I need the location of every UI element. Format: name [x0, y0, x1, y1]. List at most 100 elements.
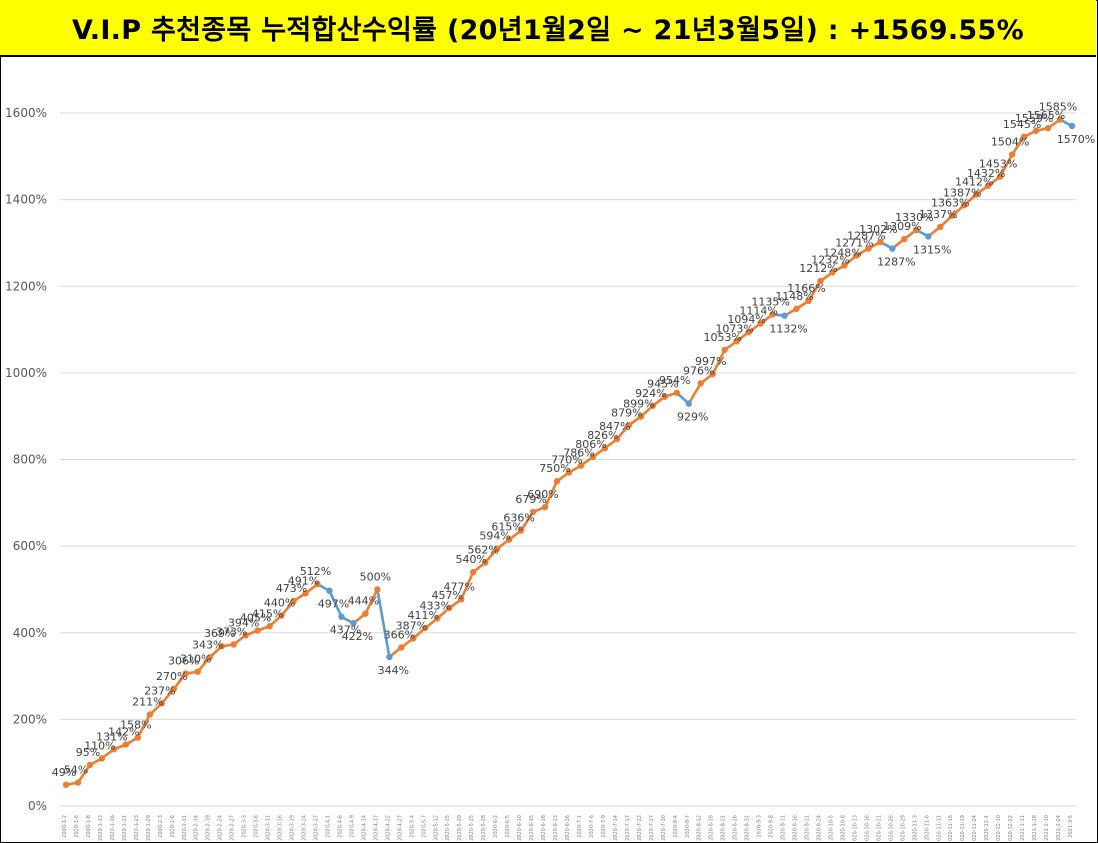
x-tick-label: 2020-11-3	[912, 815, 918, 841]
x-tick-label: 2020-10-26	[888, 815, 894, 841]
x-tick-label: 2020-9-16	[793, 815, 799, 841]
line-segment	[364, 588, 379, 615]
data-label: 945%	[647, 378, 678, 391]
data-label: 1212%	[799, 262, 837, 275]
data-point	[697, 380, 704, 387]
line-segment	[1010, 135, 1026, 156]
data-label: 1309%	[883, 220, 921, 233]
data-label: 369%	[204, 627, 235, 640]
x-tick-label: 2020-8-21	[721, 815, 727, 841]
data-label: 1453%	[979, 158, 1017, 171]
x-tick-label: 2020-11-11	[936, 815, 942, 841]
x-tick-label: 2020-2-19	[206, 815, 212, 841]
data-label: 847%	[599, 420, 630, 433]
data-point	[769, 311, 776, 318]
x-tick-label: 2020-8-31	[745, 815, 751, 841]
line-segment	[459, 570, 475, 601]
data-point	[685, 400, 692, 407]
data-point	[925, 233, 932, 240]
x-tick-label: 2020-11-19	[960, 815, 966, 841]
data-label: 1073%	[715, 322, 753, 335]
x-tick-label: 2020-1-13	[98, 815, 104, 841]
data-label: 1559%	[1015, 112, 1053, 125]
data-point	[996, 173, 1004, 180]
data-point	[218, 642, 225, 650]
data-label: 540%	[455, 553, 486, 566]
data-label: 1232%	[811, 253, 849, 266]
x-tick-label: 2020-6-10	[517, 815, 523, 841]
x-tick-label: 2020-5-25	[469, 815, 475, 841]
data-label: 1114%	[739, 304, 777, 317]
x-tick-label: 2020-2-14	[194, 815, 200, 841]
data-point	[350, 620, 357, 627]
data-point	[661, 393, 669, 400]
data-point	[146, 711, 154, 718]
x-tick-label: 2020-3-6	[254, 815, 260, 838]
data-point	[972, 191, 980, 198]
x-tick-label: 2020-1-16	[110, 815, 116, 841]
x-tick-label: 2020-3-19	[290, 815, 296, 841]
data-label: 1166%	[787, 282, 825, 295]
line-segment	[519, 510, 535, 532]
data-point	[517, 527, 525, 534]
data-point	[589, 453, 597, 461]
x-tick-label: 2020-8-12	[697, 815, 703, 841]
data-point	[853, 252, 860, 259]
data-label: 806%	[575, 438, 606, 451]
line-segment	[76, 763, 92, 784]
x-tick-label: 2020-2-11	[182, 815, 188, 841]
x-tick-label: 2021-2-10	[1044, 815, 1050, 841]
y-tick-label: 0%	[28, 799, 47, 813]
data-point	[362, 610, 369, 617]
data-point	[937, 223, 944, 231]
data-labels: 49%54% 95%110%131%142%158% 211%237%270% 306…	[52, 100, 1095, 778]
data-point	[338, 613, 345, 620]
data-point	[458, 596, 465, 603]
x-tick-label: 2020-3-3	[242, 815, 248, 838]
data-label: 158%	[120, 719, 151, 732]
series-points	[62, 116, 1076, 788]
data-label: 512%	[300, 565, 331, 578]
data-label: 879%	[611, 406, 642, 419]
data-point	[62, 781, 70, 788]
data-point	[745, 328, 752, 336]
x-tick-label: 2020-2-24	[218, 815, 224, 841]
data-point	[721, 346, 728, 354]
x-tick-label: 2020-4-1	[325, 815, 331, 838]
data-label: 1094%	[727, 313, 765, 326]
data-point	[1068, 122, 1076, 130]
x-tick-label: 2020-4-22	[385, 815, 391, 841]
data-label: 899%	[623, 398, 654, 411]
x-tick-label: 2020-1-21	[122, 815, 128, 841]
x-tick-label: 2020-1-8	[86, 815, 92, 838]
data-point	[793, 305, 800, 312]
x-tick-label: 2020-2-6	[170, 815, 176, 838]
data-label: 690%	[527, 488, 558, 501]
x-tick-label: 2020-10-13	[852, 815, 858, 841]
x-axis-ticks: 2020-1-2 2020-1-6 2020-1-8 2020-1-13 2020-1-…	[62, 815, 1074, 841]
data-label: 306%	[168, 654, 199, 667]
data-label: 444%	[348, 595, 379, 608]
data-label: 211%	[132, 696, 163, 709]
x-tick-label: 2020-7-30	[661, 815, 667, 841]
x-tick-label: 2020-9-3	[757, 815, 763, 838]
x-tick-label: 2020-2-27	[230, 815, 236, 841]
x-tick-label: 2020-10-5	[828, 815, 834, 841]
x-tick-label: 2020-12-1	[984, 815, 990, 841]
data-point	[625, 422, 633, 429]
data-label: 49%	[52, 766, 76, 779]
line-segment	[328, 589, 343, 619]
data-label: 457%	[432, 589, 463, 602]
data-label: 924%	[635, 387, 666, 400]
x-tick-label: 2020-5-15	[445, 815, 451, 841]
data-point	[110, 746, 118, 753]
line-segment	[711, 348, 726, 376]
data-label: 1565%	[1027, 109, 1065, 122]
data-point	[949, 212, 956, 219]
x-tick-label: 2020-2-3	[158, 815, 164, 838]
data-label: 1132%	[769, 323, 807, 336]
data-label: 110%	[84, 739, 115, 752]
data-label: 1271%	[835, 236, 873, 249]
data-label: 142%	[108, 725, 139, 738]
data-point	[817, 277, 824, 285]
